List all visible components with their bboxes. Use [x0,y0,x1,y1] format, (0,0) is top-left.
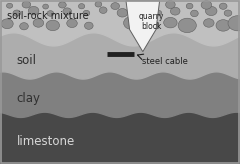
Text: steel cable: steel cable [142,57,187,66]
Ellipse shape [117,9,128,17]
Text: soil-rock mixture: soil-rock mixture [7,11,89,21]
Ellipse shape [205,6,217,16]
Ellipse shape [63,8,72,15]
Text: limestone: limestone [17,134,75,148]
Ellipse shape [224,10,232,16]
Ellipse shape [43,4,48,9]
Ellipse shape [1,19,13,29]
Ellipse shape [148,21,159,30]
Ellipse shape [6,3,13,8]
Ellipse shape [178,18,196,33]
Ellipse shape [164,17,177,28]
Ellipse shape [28,6,39,15]
Ellipse shape [191,10,198,17]
Ellipse shape [46,20,60,31]
Ellipse shape [99,7,107,13]
Ellipse shape [84,22,93,29]
Ellipse shape [150,3,157,9]
Ellipse shape [219,3,227,9]
Text: soil: soil [17,54,37,67]
Ellipse shape [138,8,145,14]
Ellipse shape [47,11,54,16]
Ellipse shape [216,20,230,31]
Ellipse shape [155,10,162,16]
Ellipse shape [111,3,120,10]
Ellipse shape [186,3,193,9]
Ellipse shape [170,7,180,15]
Ellipse shape [124,16,140,30]
Text: clay: clay [17,92,41,105]
Ellipse shape [204,19,214,27]
Ellipse shape [59,2,66,8]
Ellipse shape [22,1,31,8]
Ellipse shape [20,23,28,30]
Ellipse shape [78,4,85,9]
Ellipse shape [95,1,102,7]
Ellipse shape [67,19,77,28]
Text: quarry
block: quarry block [138,12,164,31]
Ellipse shape [201,1,212,9]
Ellipse shape [166,1,175,9]
Polygon shape [126,1,160,52]
Ellipse shape [33,19,44,27]
Ellipse shape [13,10,21,16]
Ellipse shape [134,2,140,8]
Ellipse shape [228,16,240,31]
Ellipse shape [83,10,90,16]
